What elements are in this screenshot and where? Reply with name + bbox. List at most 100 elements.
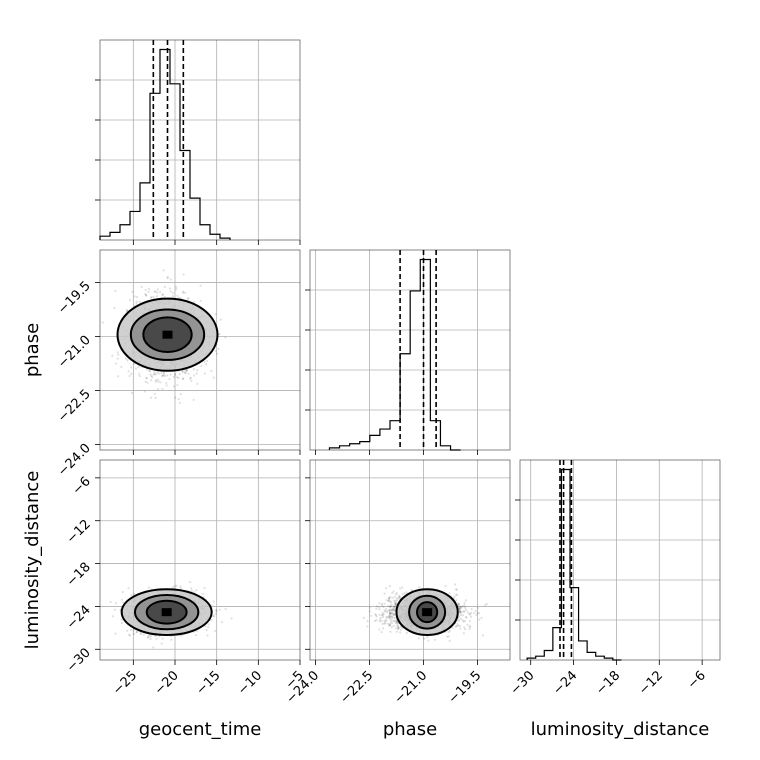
sample-point (374, 614, 378, 617)
sample-point (388, 624, 391, 627)
sample-point (393, 612, 396, 616)
sample-point (162, 372, 166, 375)
sample-point (403, 591, 406, 595)
sample-point (177, 397, 180, 401)
sample-point (385, 619, 388, 622)
sample-point (153, 372, 156, 376)
sample-point (124, 357, 128, 360)
sample-point (205, 629, 208, 632)
sample-point (393, 605, 396, 608)
sample-point (153, 371, 156, 374)
sample-point (470, 607, 473, 611)
sample-point (393, 619, 396, 622)
sample-point (146, 381, 149, 384)
sample-point (387, 597, 391, 600)
sample-point (161, 637, 164, 640)
sample-point (397, 594, 400, 597)
sample-point (466, 623, 469, 626)
sample-point (174, 396, 177, 399)
sample-point (161, 387, 164, 391)
sample-point (182, 371, 185, 374)
sample-point (181, 377, 185, 380)
sample-point (378, 608, 381, 611)
sample-point (392, 605, 395, 608)
sample-point (385, 599, 388, 602)
sample-point (395, 621, 398, 625)
sample-point (417, 586, 421, 589)
sample-point (388, 597, 391, 600)
sample-point (203, 586, 206, 590)
sample-point (444, 584, 447, 588)
sample-point (196, 369, 199, 372)
sample-point (468, 625, 471, 628)
sample-point (388, 624, 392, 627)
sample-point (389, 610, 392, 614)
sample-point (129, 628, 133, 631)
sample-point (220, 620, 224, 624)
sample-point (156, 291, 159, 294)
sample-point (182, 291, 185, 294)
y-tick-label: −21.0 (55, 333, 94, 372)
sample-point (142, 633, 145, 636)
sample-point (169, 290, 172, 293)
sample-point (193, 590, 196, 594)
sample-point (144, 292, 147, 295)
sample-point (185, 369, 188, 372)
sample-point (387, 605, 390, 608)
sample-point (394, 602, 397, 605)
sample-point (203, 360, 206, 364)
sample-point (474, 609, 477, 612)
sample-point (129, 366, 133, 369)
sample-point (398, 595, 401, 599)
sample-point (166, 275, 169, 279)
sample-point (156, 378, 159, 381)
sample-point (393, 616, 396, 620)
x-tick-label: −30 (508, 668, 538, 698)
sample-point (396, 621, 399, 624)
sample-point (391, 608, 395, 612)
sample-point (457, 603, 461, 606)
histogram-step (526, 468, 622, 661)
sample-point (392, 619, 395, 622)
sample-point (380, 630, 383, 634)
sample-point (133, 295, 136, 298)
sample-point (176, 376, 179, 379)
sample-point (378, 606, 381, 609)
sample-point (120, 618, 123, 621)
sample-point (215, 609, 218, 612)
sample-point (375, 615, 378, 618)
sample-point (381, 614, 385, 617)
sample-point (153, 392, 156, 396)
sample-point (150, 374, 153, 378)
sample-point (387, 615, 390, 619)
sample-point (375, 619, 378, 622)
sample-point (464, 607, 467, 610)
sample-point (189, 377, 192, 380)
sample-point (152, 373, 155, 376)
sample-point (387, 599, 390, 602)
sample-point (153, 290, 156, 293)
sample-point (217, 347, 220, 351)
sample-point (386, 611, 389, 614)
sample-point (178, 373, 181, 376)
sample-point (120, 365, 123, 368)
sample-point (405, 631, 408, 635)
sample-point (175, 584, 178, 587)
sample-point (149, 379, 153, 382)
sample-point (463, 626, 466, 629)
histogram-step (328, 258, 461, 451)
sample-point (401, 586, 404, 589)
sample-point (481, 634, 485, 637)
sample-point (398, 587, 402, 590)
sample-point (399, 628, 402, 631)
sample-point (446, 635, 449, 638)
contour-line (416, 601, 439, 624)
sample-point (393, 613, 396, 616)
sample-point (392, 590, 395, 593)
sample-point (127, 587, 130, 590)
sample-point (173, 585, 176, 588)
sample-point (391, 615, 394, 618)
sample-point (397, 597, 400, 600)
sample-point (468, 627, 471, 631)
sample-point (387, 599, 390, 603)
